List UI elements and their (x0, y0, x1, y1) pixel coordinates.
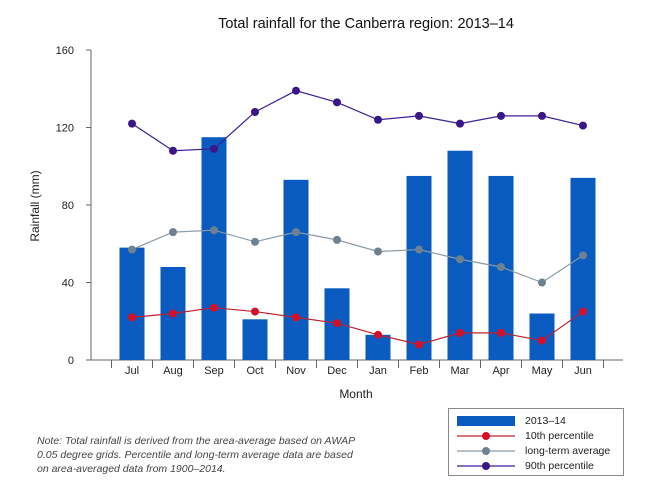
y-tick-label: 0 (68, 355, 74, 367)
series-point (579, 251, 587, 260)
legend-item-90th: 90th percentile (449, 459, 623, 473)
legend-label: 90th percentile (525, 460, 594, 472)
series-point (292, 228, 300, 237)
series-point (169, 228, 177, 237)
series-point (456, 119, 464, 128)
series-point (210, 303, 218, 312)
series-point (456, 255, 464, 264)
series-point (415, 340, 423, 349)
legend-item-bars: 2013–14 (449, 414, 623, 428)
series-point (333, 98, 341, 107)
x-tick-label: Nov (286, 365, 306, 377)
series-point (374, 247, 382, 256)
series-point (579, 307, 587, 316)
line-series (128, 86, 587, 349)
legend-item-average: long-term average (449, 444, 623, 458)
x-tick-label: Dec (327, 365, 347, 377)
series-point (497, 111, 505, 120)
bar (119, 247, 145, 360)
bar (406, 175, 432, 360)
series-point (333, 319, 341, 328)
series-point (415, 111, 423, 120)
series-point (210, 144, 218, 153)
bar (365, 334, 391, 360)
series-point (210, 226, 218, 235)
legend-item-10th: 10th percentile (449, 429, 623, 443)
y-axis-label: Rainfall (mm) (28, 170, 42, 241)
series-point (538, 336, 546, 345)
x-tick-label: Jan (369, 365, 387, 377)
series-point (497, 328, 505, 337)
legend-swatch-bar (457, 416, 515, 426)
series-point (292, 313, 300, 322)
x-tick-label: Aug (163, 365, 183, 377)
series-point (128, 119, 136, 128)
bar (201, 137, 227, 360)
series-point (128, 313, 136, 322)
y-tick-label: 120 (56, 123, 74, 135)
x-tick-label: Jul (125, 365, 139, 377)
x-tick-label: Apr (492, 365, 509, 377)
series-point (128, 245, 136, 254)
legend-label: long-term average (525, 445, 611, 457)
series-point (251, 307, 259, 316)
x-tick-label: Sep (204, 365, 224, 377)
legend: 2013–14 10th percentile long-term averag… (448, 408, 624, 476)
series-point (292, 86, 300, 95)
x-tick-label: Feb (410, 365, 429, 377)
legend-swatch-90th (457, 462, 515, 470)
y-axis-ticks: 0 40 80 120 160 (56, 45, 91, 367)
y-tick-label: 40 (62, 278, 74, 290)
series-point (456, 328, 464, 337)
footnote: Note: Total rainfall is derived from the… (37, 435, 355, 475)
series-point (169, 146, 177, 155)
legend-swatch-average (457, 447, 515, 455)
series-point (538, 111, 546, 120)
legend-label: 10th percentile (525, 430, 594, 442)
series-point (497, 263, 505, 271)
series-line (131, 229, 584, 284)
chart-title: Total rainfall for the Canberra region: … (218, 16, 514, 32)
series-point (333, 235, 341, 244)
x-axis-label: Month (339, 387, 372, 401)
series-point (579, 121, 587, 130)
series-point (538, 278, 546, 287)
series-point (374, 115, 382, 124)
x-axis-ticks: Jul Aug Sep Oct Nov Dec Jan Feb Mar Apr May Jun (111, 360, 604, 377)
series-point (251, 237, 259, 246)
series-line (131, 307, 584, 346)
series-point (251, 108, 259, 116)
legend-swatch-10th (457, 432, 515, 440)
x-tick-label: May (532, 365, 553, 377)
series-point (415, 245, 423, 254)
legend-label: 2013–14 (525, 415, 566, 427)
x-tick-label: Oct (246, 365, 263, 377)
series-point (169, 309, 177, 318)
x-tick-label: Jun (574, 365, 592, 377)
x-tick-label: Mar (451, 365, 470, 377)
bar-series (119, 137, 596, 360)
bar (242, 319, 268, 360)
series-line (131, 90, 584, 152)
series-point (374, 330, 382, 339)
bar (283, 179, 309, 360)
y-tick-label: 160 (56, 45, 74, 57)
y-tick-label: 80 (62, 200, 74, 212)
bar (570, 177, 596, 360)
